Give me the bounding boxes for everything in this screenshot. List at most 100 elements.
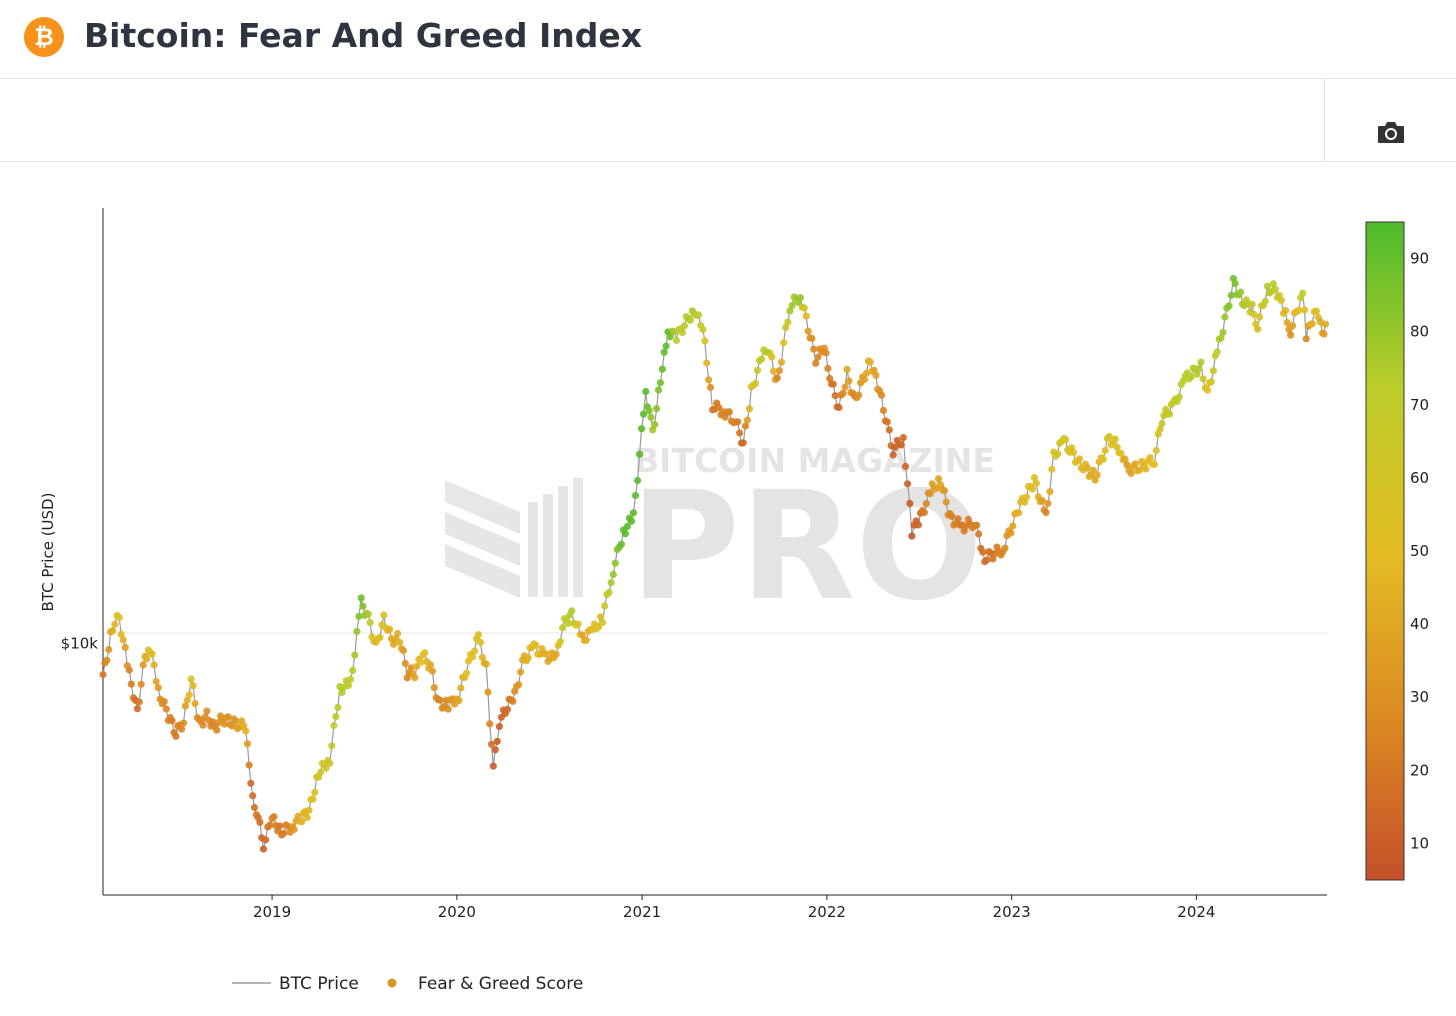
fear-greed-point <box>699 325 707 334</box>
fear-greed-point <box>426 661 435 669</box>
fear-greed-point <box>609 570 617 578</box>
fear-greed-point <box>780 339 788 347</box>
fear-greed-point <box>394 629 402 638</box>
fear-greed-point <box>280 829 288 837</box>
fear-greed-point <box>784 318 792 326</box>
fear-greed-point <box>457 684 465 692</box>
fear-greed-point <box>621 530 630 538</box>
fear-greed-point <box>148 650 156 658</box>
fear-greed-point <box>653 405 661 413</box>
fear-greed-point <box>1289 322 1297 330</box>
fear-greed-point <box>835 403 843 412</box>
fear-greed-point <box>1175 393 1183 401</box>
fear-greed-point <box>99 671 107 679</box>
fear-greed-point <box>979 548 987 556</box>
fear-greed-point <box>812 359 820 367</box>
legend-swatch-fear-greed <box>387 978 397 988</box>
fear-greed-point <box>901 462 910 470</box>
fear-greed-point <box>421 649 429 657</box>
fear-greed-point <box>334 703 342 712</box>
fear-greed-point <box>143 655 151 663</box>
fear-greed-point <box>1187 373 1195 381</box>
fear-greed-point <box>344 681 352 690</box>
fear-greed-point <box>1042 508 1050 517</box>
fear-greed-point <box>1207 378 1215 386</box>
fear-greed-point <box>111 620 119 628</box>
fear-greed-point <box>725 408 734 416</box>
fear-greed-point <box>935 475 943 483</box>
fear-greed-point <box>399 647 407 655</box>
colorbar-tick-label: 50 <box>1410 542 1429 560</box>
fear-greed-point <box>133 705 141 713</box>
fear-greed-point <box>160 697 168 706</box>
fear-greed-point <box>346 675 355 684</box>
fear-greed-point <box>1193 370 1201 378</box>
y-tick-label: $10k <box>61 634 99 652</box>
fear-greed-point <box>822 349 830 357</box>
fear-greed-point <box>1121 455 1129 463</box>
x-tick-label: 2024 <box>1177 903 1215 921</box>
fear-greed-point <box>1281 306 1290 314</box>
fear-greed-point <box>1007 529 1015 537</box>
fear-greed-point <box>559 624 567 632</box>
fear-greed-point <box>745 405 754 413</box>
fear-greed-point <box>839 389 847 397</box>
fear-greed-point <box>250 803 259 812</box>
fear-greed-point <box>1070 449 1078 457</box>
fear-greed-point <box>751 379 760 387</box>
fear-greed-point <box>309 795 317 803</box>
y-tick-labels: $10k <box>61 634 99 652</box>
colorbar-tick-label: 20 <box>1410 761 1429 779</box>
fear-greed-point <box>220 720 228 728</box>
fear-greed-point <box>1209 367 1217 375</box>
fear-greed-point <box>623 522 632 530</box>
fear-greed-point <box>316 768 325 777</box>
fear-greed-points <box>99 274 1330 853</box>
fear-greed-point <box>605 588 613 596</box>
fear-greed-point <box>743 416 752 424</box>
fear-greed-point <box>601 602 609 610</box>
fear-greed-point <box>680 322 689 330</box>
fear-greed-point <box>243 740 251 748</box>
fear-greed-point <box>380 611 388 619</box>
fear-greed-point <box>642 387 650 396</box>
fear-greed-point <box>1131 460 1139 468</box>
x-tick-label: 2022 <box>808 903 846 921</box>
fear-greed-point <box>922 500 930 508</box>
fear-greed-point <box>1277 296 1285 304</box>
fear-greed-point <box>1261 297 1269 305</box>
fear-greed-point <box>305 806 313 814</box>
fear-greed-point <box>1117 449 1125 457</box>
fear-greed-point <box>179 719 188 727</box>
fear-greed-point <box>1093 471 1101 479</box>
fear-greed-point <box>436 696 444 704</box>
fear-greed-point <box>359 602 367 610</box>
fear-greed-point <box>311 788 319 796</box>
fear-greed-point <box>178 725 186 733</box>
fear-greed-point <box>651 420 659 429</box>
fear-greed-point <box>185 691 193 699</box>
fear-greed-point <box>802 312 810 320</box>
fear-greed-point <box>739 439 747 447</box>
fear-greed-point <box>1028 485 1037 493</box>
fear-greed-point <box>115 613 123 622</box>
fear-greed-point <box>814 353 822 361</box>
fear-greed-point <box>654 386 663 394</box>
fear-greed-point <box>407 664 415 672</box>
legend: BTC Price Fear & Greed Score <box>232 974 583 994</box>
fear-greed-point <box>904 480 912 488</box>
fear-greed-point <box>899 434 907 442</box>
fear-greed-point <box>656 379 665 387</box>
fear-greed-point <box>599 619 607 627</box>
fear-greed-point <box>103 656 111 664</box>
fear-greed-point <box>1321 320 1330 328</box>
camera-icon[interactable] <box>1376 119 1406 145</box>
fear-greed-point <box>322 764 330 772</box>
watermark-line1: BITCOIN MAGAZINE <box>634 441 995 480</box>
fear-greed-point <box>127 680 135 688</box>
fear-greed-point <box>228 722 236 730</box>
fear-greed-point <box>824 364 832 372</box>
fear-greed-point <box>705 376 713 384</box>
fear-greed-point <box>1287 331 1295 339</box>
fear-greed-point <box>1312 307 1320 315</box>
